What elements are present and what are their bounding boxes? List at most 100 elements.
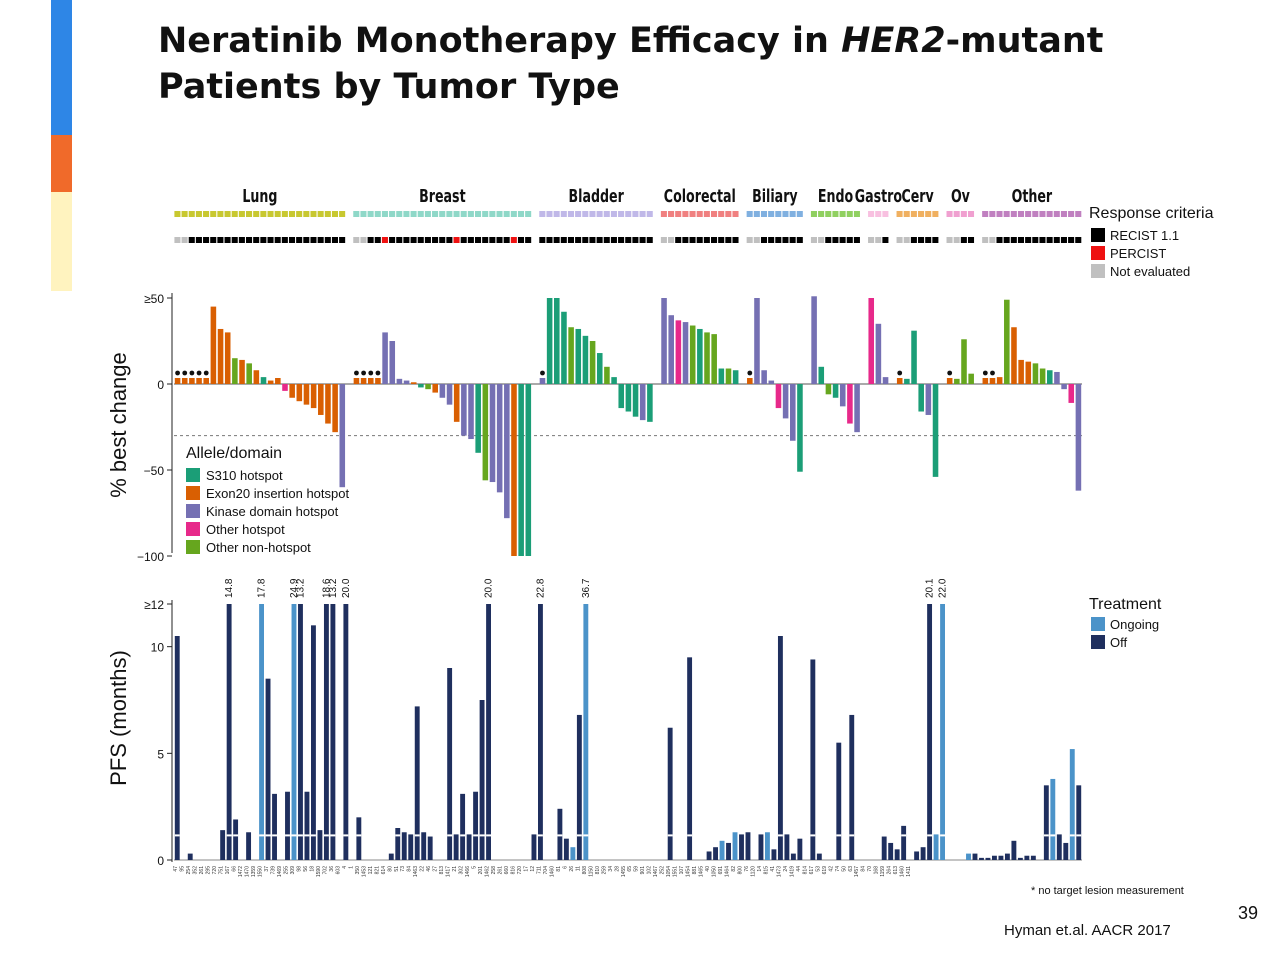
- pfs-x-tick-label: 34: [608, 866, 614, 872]
- wf-bar: [382, 332, 388, 384]
- pfs-bar-value-label: 20.0: [341, 578, 352, 598]
- pfs-x-tick-label: 4: [342, 866, 348, 869]
- tumor-label-ov: Ov: [951, 185, 970, 206]
- pfs-bar-gap: [1076, 834, 1082, 837]
- pfs-x-tick-label: 27: [433, 866, 439, 872]
- wf-bar: [625, 384, 632, 412]
- tumor-type-cell: [789, 211, 796, 217]
- pfs-bar-gap: [304, 834, 310, 837]
- pfs-x-tick-label: 614: [381, 866, 387, 875]
- response-criteria-cell: [339, 237, 346, 243]
- wf-bar: [196, 378, 202, 384]
- wf-bar: [518, 384, 524, 556]
- wf-bar: [1068, 384, 1075, 403]
- pfs-bar-gap: [901, 834, 907, 837]
- pfs-bar: [758, 834, 764, 860]
- pfs-bar-value-label: 24.9: [289, 578, 300, 598]
- pfs-bar: [739, 834, 744, 860]
- response-criteria-cell: [675, 237, 682, 243]
- wf-bar: [1025, 361, 1032, 384]
- tumor-type-cell: [632, 211, 639, 217]
- pfs-bar-gap: [291, 834, 297, 837]
- pfs-x-tick-label: 660: [504, 866, 510, 875]
- response-criteria-cell: [381, 237, 388, 243]
- response-criteria-cell: [703, 237, 710, 243]
- pfs-bar: [259, 604, 264, 860]
- response-criteria-cell: [246, 237, 253, 243]
- response-criteria-cell: [217, 237, 224, 243]
- response-criteria-cell: [989, 237, 996, 243]
- pfs-bar-gap: [259, 834, 264, 837]
- pfs-x-tick-label: 1150: [588, 866, 594, 877]
- wf-bar: [453, 384, 460, 422]
- response-criteria-cell: [224, 237, 231, 243]
- pfs-x-tick-label: 21: [452, 866, 458, 872]
- wf-bar: [768, 380, 775, 384]
- pfs-bar: [583, 604, 589, 860]
- pfs-bar-gap: [1050, 834, 1056, 837]
- tumor-type-cell: [675, 211, 682, 217]
- response-criteria-cell: [1032, 237, 1039, 243]
- response-criteria-cell: [760, 237, 768, 243]
- pfs-x-tick-label: 22: [420, 866, 426, 872]
- pfs-bar-gap: [447, 834, 453, 837]
- wf-bar: [475, 384, 481, 453]
- wf-bar: [189, 378, 195, 384]
- tumor-type-cell: [317, 211, 324, 217]
- tumor-type-cell: [960, 211, 967, 217]
- pfs-bar: [1004, 853, 1010, 860]
- wf-bar: [425, 384, 431, 390]
- pfs-bar: [1076, 785, 1082, 860]
- pfs-bar: [992, 855, 997, 860]
- response-criteria-cell: [1075, 237, 1082, 243]
- tumor-type-cell: [453, 211, 460, 217]
- tumor-type-cell: [946, 211, 953, 217]
- wf-bar: [282, 384, 288, 391]
- pfs-x-tick-label: 720: [212, 866, 218, 875]
- wf-bar: [439, 384, 446, 398]
- pfs-bar-gap: [233, 834, 239, 837]
- wf-y-tick-label: −50: [144, 464, 165, 478]
- pfs-bar: [408, 834, 414, 860]
- pfs-x-tick-label: 44: [796, 866, 802, 872]
- response-criteria-cell: [296, 237, 303, 243]
- allele-legend-swatch: [186, 468, 200, 482]
- pfs-x-tick-label: 168: [874, 866, 880, 875]
- wf-bar: [1011, 327, 1017, 384]
- response-criteria-cell: [1046, 237, 1053, 243]
- wf-bar: [446, 384, 453, 405]
- tumor-type-cell: [910, 211, 917, 217]
- pfs-x-tick-label: 14: [757, 866, 763, 872]
- pfs-x-tick-label: 255: [284, 866, 290, 875]
- pfs-bar: [291, 604, 297, 860]
- wf-bar: [389, 341, 396, 384]
- wf-bar: [961, 339, 967, 384]
- wf-bar: [232, 358, 238, 384]
- pfs-x-tick-label: 739: [271, 866, 277, 875]
- wf-bar: [782, 384, 789, 419]
- wf-bar: [825, 384, 832, 395]
- wf-bar: [818, 366, 825, 384]
- response-criteria-cell: [946, 237, 953, 243]
- response-criteria-cell: [1003, 237, 1010, 243]
- tumor-type-cell: [546, 211, 553, 217]
- pfs-bar-gap: [174, 834, 180, 837]
- pfs-bar-gap: [473, 834, 479, 837]
- pfs-y-tick-label: ≥12: [144, 598, 164, 612]
- wf-bar: [911, 330, 917, 384]
- response-criteria-cell: [460, 237, 467, 243]
- no-target-lesion-marker: [189, 370, 195, 376]
- response-criteria-cell: [982, 237, 989, 243]
- tumor-type-cell: [810, 211, 817, 217]
- tumor-type-cell: [846, 211, 853, 217]
- pfs-x-tick-label: 46: [426, 866, 432, 872]
- no-target-lesion-marker: [982, 370, 988, 376]
- pfs-bar: [1043, 785, 1049, 860]
- response-criteria-cell: [503, 237, 510, 243]
- response-criteria-cell: [1017, 237, 1025, 243]
- allele-legend-swatch: [186, 504, 200, 518]
- pfs-x-tick-label: 702: [322, 866, 328, 875]
- pfs-x-tick-label: 1460: [549, 866, 555, 877]
- pfs-bar-gap: [460, 834, 466, 837]
- pfs-y-tick-label: 0: [157, 854, 164, 868]
